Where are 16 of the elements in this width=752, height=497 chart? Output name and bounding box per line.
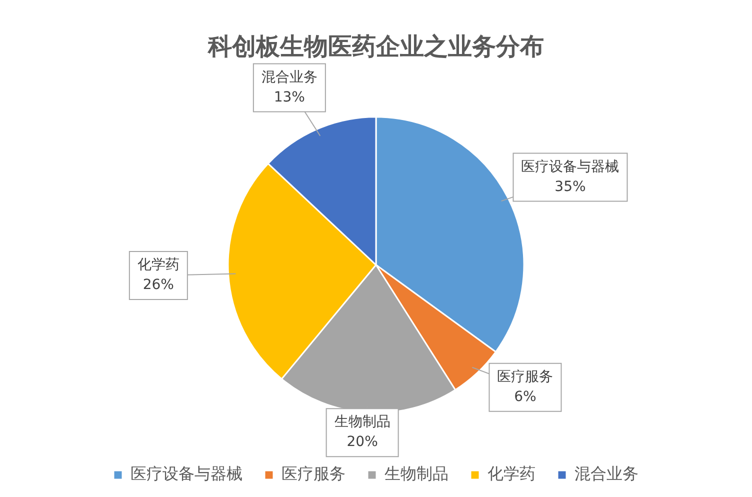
slice-label: 生物制品 xyxy=(334,414,390,430)
slice-label: 医疗服务 xyxy=(497,369,554,386)
legend-label: 生物制品 xyxy=(384,464,448,484)
chart-title: 科创板生物医药企业之业务分布 xyxy=(207,32,544,61)
legend-label: 医疗服务 xyxy=(282,464,346,484)
data-label: 20% xyxy=(346,434,378,450)
slice-label: 医疗设备与器械 xyxy=(521,158,620,175)
legend-label: 医疗设备与器械 xyxy=(130,464,242,484)
slice-label: 混合业务 xyxy=(261,69,318,86)
slice-label: 化学药 xyxy=(137,257,180,274)
data-label: 6% xyxy=(514,389,536,406)
data-label: 13% xyxy=(274,89,305,106)
legend-label: 混合业务 xyxy=(574,464,638,484)
data-label: 35% xyxy=(554,178,586,195)
data-label: 26% xyxy=(142,277,174,294)
legend-label: 化学药 xyxy=(488,464,536,484)
